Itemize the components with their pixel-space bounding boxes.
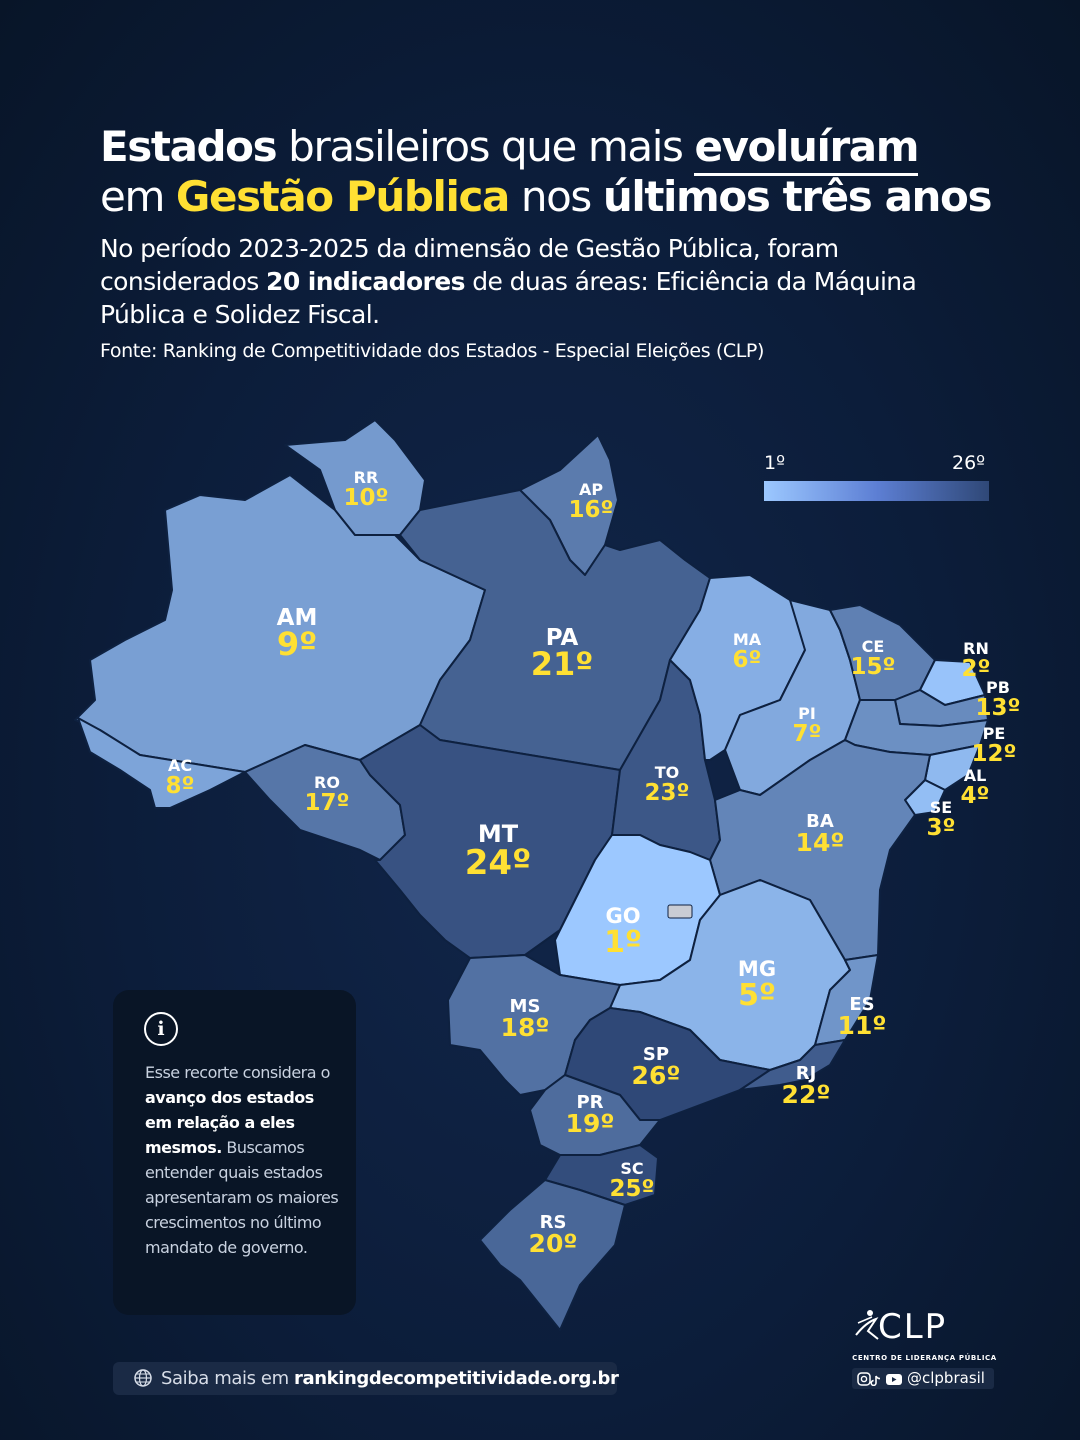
state-label-RJ: RJ <box>796 1063 817 1084</box>
state-rank-ES: 11º <box>838 1011 887 1040</box>
state-rank-BA: 14º <box>796 828 845 857</box>
state-label-PA: PA <box>546 625 579 651</box>
source-note: Fonte: Ranking de Competitividade dos Es… <box>100 340 764 362</box>
state-rank-SE: 3º <box>927 815 956 841</box>
subtitle: No período 2023-2025 da dimensão de Gest… <box>100 234 917 329</box>
state-label-PB: PB <box>986 678 1010 697</box>
federal-district <box>667 904 693 919</box>
state-rank-RR: 10º <box>344 485 389 511</box>
state-rank-PR: 19º <box>566 1109 615 1138</box>
state-label-SC: SC <box>620 1159 643 1178</box>
state-label-GO: GO <box>605 904 640 928</box>
state-label-MA: MA <box>733 630 762 649</box>
tiktok-icon <box>870 1375 881 1386</box>
state-label-MG: MG <box>738 957 776 981</box>
state-label-RS: RS <box>540 1212 567 1233</box>
state-rank-RO: 17º <box>305 790 350 816</box>
legend-max-label: 26º <box>952 452 986 474</box>
state-rank-MG: 5º <box>738 978 776 1013</box>
state-rank-SP: 26º <box>632 1061 681 1090</box>
state-rank-AC: 8º <box>166 773 195 799</box>
state-rank-RJ: 22º <box>782 1080 831 1109</box>
state-label-CE: CE <box>862 637 885 656</box>
logo-wordmark: CLP <box>878 1307 948 1347</box>
state-label-RN: RN <box>963 639 989 658</box>
state-shape-AC[interactable] <box>77 717 246 809</box>
state-label-ES: ES <box>849 994 874 1015</box>
state-label-AL: AL <box>964 766 987 785</box>
state-rank-CE: 15º <box>851 654 896 680</box>
state-label-SE: SE <box>930 798 952 817</box>
state-label-TO: TO <box>655 763 680 782</box>
state-rank-PI: 7º <box>793 721 822 747</box>
legend-min-label: 1º <box>764 452 786 474</box>
state-rank-SC: 25º <box>610 1176 655 1202</box>
social-icons <box>857 1372 902 1386</box>
state-rank-AL: 4º <box>961 783 990 809</box>
state-label-BA: BA <box>806 811 834 832</box>
legend-color-scale <box>764 481 989 501</box>
website-link[interactable]: Saiba mais em rankingdecompetitividade.o… <box>113 1362 619 1395</box>
globe-icon <box>134 1369 152 1387</box>
state-shape-RS[interactable] <box>479 1179 626 1331</box>
state-label-MS: MS <box>510 996 541 1017</box>
info-icon: i <box>144 1012 178 1046</box>
state-rank-PB: 13º <box>976 695 1021 721</box>
state-label-AP: AP <box>579 480 603 499</box>
state-shape-RJ[interactable] <box>739 1039 846 1091</box>
info-text: Esse recorte considera o avanço dos esta… <box>145 1063 339 1257</box>
state-rank-RN: 2º <box>962 656 991 682</box>
state-rank-MS: 18º <box>501 1013 550 1042</box>
page-title: Estados brasileiros que mais evoluíram em… <box>100 122 992 221</box>
state-label-AM: AM <box>277 605 318 631</box>
social-handle-badge[interactable]: @clpbrasil <box>852 1368 994 1389</box>
state-rank-AP: 16º <box>569 497 614 523</box>
state-rank-PE: 12º <box>972 741 1017 767</box>
state-label-PR: PR <box>576 1092 603 1113</box>
youtube-icon <box>886 1374 902 1385</box>
state-shape-SP[interactable] <box>564 1007 771 1121</box>
state-label-SP: SP <box>643 1044 669 1065</box>
instagram-icon <box>857 1372 871 1386</box>
state-label-AC: AC <box>168 756 192 775</box>
state-rank-MA: 6º <box>733 647 762 673</box>
state-label-MT: MT <box>478 820 519 848</box>
state-rank-MT: 24º <box>465 843 532 883</box>
state-rank-PA: 21º <box>531 645 594 683</box>
website-url[interactable]: rankingdecompetitividade.org.br <box>294 1368 619 1389</box>
state-label-PE: PE <box>983 724 1006 743</box>
state-rank-AM: 9º <box>277 625 317 663</box>
state-rank-RS: 20º <box>529 1229 578 1258</box>
state-label-RO: RO <box>314 773 340 792</box>
state-label-RR: RR <box>354 468 379 487</box>
state-rank-TO: 23º <box>645 780 690 806</box>
logo-subtitle: CENTRO DE LIDERANÇA PÚBLICA <box>852 1354 997 1362</box>
social-handle: @clpbrasil <box>907 1369 985 1387</box>
state-rank-GO: 1º <box>604 925 642 960</box>
clp-logo-mark <box>855 1310 879 1340</box>
state-label-PI: PI <box>798 704 816 723</box>
info-box: i Esse recorte considera o avanço dos es… <box>113 990 356 1315</box>
